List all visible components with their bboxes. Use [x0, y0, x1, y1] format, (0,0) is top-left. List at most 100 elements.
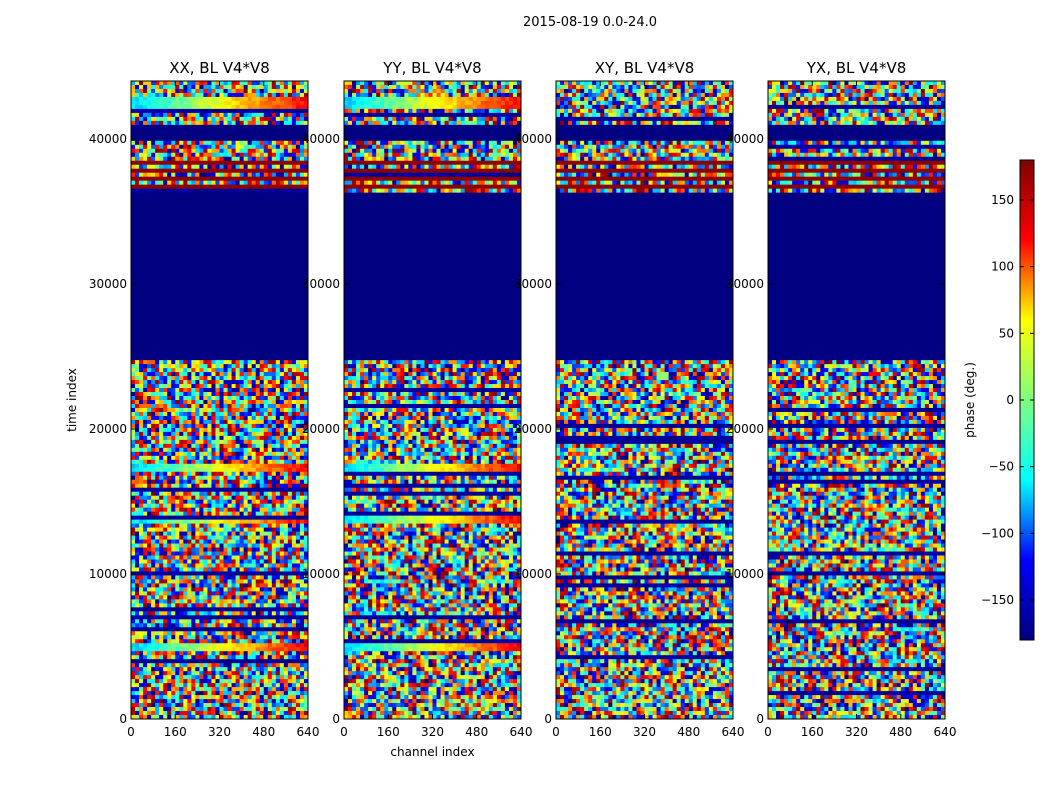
heatmap-cell: [187, 611, 192, 616]
heatmap-cell: [235, 663, 241, 668]
heatmap-cell: [151, 116, 156, 122]
heatmap-cell: [163, 555, 168, 560]
heatmap-cell: [135, 144, 140, 150]
heatmap-cell: [159, 543, 164, 548]
heatmap-cell: [227, 511, 232, 517]
heatmap-cell: [195, 400, 200, 405]
heatmap-cell: [255, 603, 261, 608]
heatmap-cell: [271, 495, 277, 501]
heatmap-cell: [167, 164, 172, 170]
heatmap-cell: [259, 451, 265, 457]
heatmap-cell: [163, 515, 168, 521]
heatmap-cell: [291, 527, 297, 532]
heatmap-cell: [195, 599, 200, 604]
heatmap-cell: [223, 655, 228, 660]
heatmap-cell: [223, 84, 228, 90]
heatmap-cell: [211, 699, 216, 704]
heatmap-cell: [259, 471, 265, 477]
heatmap-cell: [255, 631, 261, 636]
heatmap-cell: [291, 603, 297, 608]
heatmap-cell: [352, 81, 357, 86]
heatmap-cell: [187, 495, 192, 501]
heatmap-cell: [295, 575, 301, 580]
heatmap-cell: [251, 499, 257, 505]
heatmap-cell: [227, 415, 232, 421]
heatmap-cell: [283, 368, 289, 373]
heatmap-cell: [163, 651, 168, 656]
heatmap-cell: [147, 419, 152, 425]
heatmap-cell: [203, 81, 208, 86]
heatmap-cell: [179, 455, 184, 461]
heatmap-cell: [171, 491, 176, 497]
heatmap-cell: [239, 407, 245, 413]
heatmap-cell: [227, 595, 232, 600]
heatmap-cell: [159, 515, 164, 521]
heatmap-cell: [279, 415, 285, 421]
heatmap-cell: [131, 388, 136, 393]
heatmap-cell: [207, 435, 212, 441]
heatmap-cell: [291, 535, 297, 540]
heatmap-cell: [299, 543, 305, 548]
heatmap-cell: [263, 495, 269, 501]
heatmap-cell: [227, 603, 232, 608]
heatmap-cell: [460, 81, 466, 86]
heatmap-cell: [135, 164, 140, 170]
heatmap-cell: [191, 511, 196, 517]
heatmap-cell: [187, 715, 192, 720]
heatmap-cell: [267, 675, 273, 680]
heatmap-cell: [183, 152, 188, 158]
heatmap-cell: [135, 96, 140, 102]
heatmap-cell: [171, 535, 176, 540]
heatmap-cell: [279, 699, 285, 704]
heatmap-cell: [303, 627, 309, 632]
heatmap-cell: [235, 148, 241, 154]
heatmap-cell: [219, 647, 224, 652]
heatmap-cell: [267, 96, 273, 102]
heatmap-cell: [271, 360, 277, 365]
heatmap-cell: [263, 188, 269, 194]
heatmap-cell: [143, 635, 148, 640]
heatmap-cell: [203, 92, 208, 98]
heatmap-cell: [163, 563, 168, 568]
heatmap-cell: [191, 535, 196, 540]
heatmap-cell: [283, 691, 289, 696]
heatmap-cell: [211, 104, 216, 110]
heatmap-cell: [223, 447, 228, 453]
heatmap-cell: [263, 615, 269, 620]
heatmap-cell: [295, 695, 301, 700]
heatmap-cell: [291, 172, 297, 178]
heatmap-cell: [227, 687, 232, 692]
heatmap-cell: [207, 415, 212, 421]
heatmap-cell: [227, 575, 232, 580]
heatmap-cell: [139, 148, 144, 154]
heatmap-cell: [275, 499, 281, 505]
heatmap-cell: [299, 643, 305, 648]
heatmap-cell: [243, 683, 249, 688]
heatmap-cell: [251, 411, 257, 417]
heatmap-cell: [243, 148, 249, 154]
heatmap-cell: [283, 411, 289, 417]
heatmap-cell: [159, 687, 164, 692]
heatmap-cell: [195, 707, 200, 712]
heatmap-cell: [151, 368, 156, 373]
heatmap-cell: [179, 140, 184, 146]
heatmap-cell: [195, 431, 200, 437]
heatmap-cell: [223, 671, 228, 676]
heatmap-cell: [151, 683, 156, 688]
heatmap-cell: [275, 575, 281, 580]
heatmap-cell: [219, 635, 224, 640]
heatmap-cell: [364, 84, 369, 90]
heatmap-cell: [131, 487, 136, 493]
heatmap-cell: [215, 88, 220, 94]
heatmap-cell: [191, 663, 196, 668]
heatmap-cell: [171, 519, 176, 525]
heatmap-cell: [195, 587, 200, 592]
heatmap-cell: [183, 392, 188, 397]
heatmap-cell: [299, 703, 305, 708]
heatmap-cell: [255, 623, 261, 628]
heatmap-cell: [147, 711, 152, 716]
heatmap-cell: [283, 459, 289, 465]
heatmap-cell: [235, 599, 241, 604]
heatmap-cell: [295, 148, 301, 154]
panel-1: YY, BL V4*V80 160 320 480 640010000200003000…: [302, 59, 533, 759]
